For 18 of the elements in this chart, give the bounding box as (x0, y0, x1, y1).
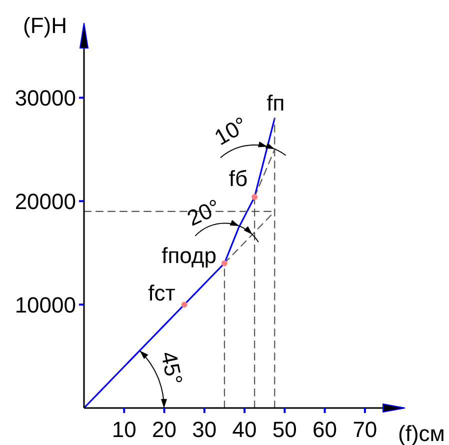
y-tick-label: 30000 (14, 86, 76, 111)
annotation: fподр (162, 243, 216, 268)
annotation: fп (266, 90, 285, 116)
x-tick-label: 20 (152, 417, 177, 442)
y-axis-title: (F)Н (23, 13, 67, 38)
x-tick-label: 30 (192, 417, 217, 442)
x-tick-label: 50 (272, 417, 297, 442)
x-tick-label: 10 (112, 417, 136, 442)
x-tick-label: 40 (232, 417, 257, 442)
y-tick-label: 10000 (14, 292, 76, 318)
y-tick-label: 20000 (14, 189, 76, 214)
annotation: 45° (156, 349, 188, 388)
annotation: fст (148, 280, 176, 306)
annotation: 20° (183, 194, 224, 231)
x-tick-label: 70 (352, 417, 378, 442)
annotation: 10° (210, 112, 252, 150)
x-tick-label: 60 (312, 417, 338, 442)
annotation: fб (228, 166, 248, 192)
